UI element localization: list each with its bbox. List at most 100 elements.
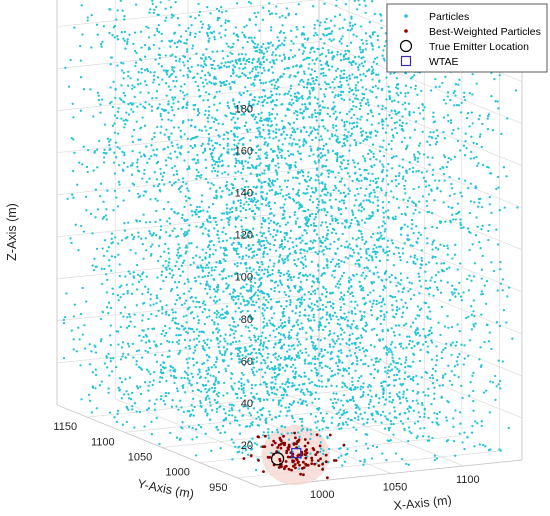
particle-point: [327, 172, 330, 175]
particle-point: [130, 173, 134, 176]
particle-point: [110, 370, 114, 373]
particle-point: [369, 179, 372, 182]
particle-point: [215, 142, 219, 145]
particle-point: [159, 287, 162, 291]
particle-point: [429, 131, 432, 134]
particle-point: [384, 194, 387, 197]
particle-point: [420, 249, 423, 252]
particle-point: [360, 232, 363, 236]
particle-point: [170, 208, 173, 211]
particle-point: [155, 154, 158, 157]
particle-point: [446, 253, 449, 256]
particle-point: [303, 138, 306, 141]
particle-point: [172, 70, 176, 73]
particle-point: [298, 182, 301, 185]
particle-point: [107, 246, 110, 249]
particle-point: [269, 90, 273, 93]
particle-point: [324, 295, 328, 298]
particle-point: [374, 250, 377, 253]
particle-point: [348, 149, 351, 152]
particle-point: [272, 150, 275, 154]
particle-point: [298, 305, 301, 308]
particle-point: [449, 98, 452, 102]
particle-point: [233, 382, 236, 385]
particle-point: [230, 352, 233, 355]
particle-point: [335, 392, 338, 395]
particle-point: [264, 156, 267, 159]
particle-point: [268, 136, 271, 139]
particle-point: [355, 449, 358, 452]
particle-point: [242, 165, 245, 168]
particle-point: [332, 101, 335, 104]
particle-point: [315, 174, 318, 177]
particle-point: [453, 365, 457, 368]
particle-point: [262, 341, 266, 344]
particle-point: [301, 351, 304, 355]
particle-point: [320, 349, 323, 353]
particle-point: [375, 158, 378, 161]
particle-point: [268, 2, 271, 5]
particle-point: [435, 345, 438, 348]
particle-point: [122, 119, 125, 122]
particle-point: [402, 175, 405, 178]
particle-point: [446, 91, 450, 94]
particle-point: [225, 305, 229, 308]
particle-point: [215, 316, 218, 319]
particle-point: [152, 43, 155, 47]
particle-point: [135, 385, 139, 388]
particle-point: [365, 42, 368, 46]
particle-point: [291, 65, 295, 68]
particle-point: [249, 247, 252, 250]
particle-point: [322, 32, 325, 36]
particle-point: [238, 67, 241, 70]
particle-point: [366, 349, 369, 353]
particle-point: [239, 292, 242, 295]
particle-point: [271, 44, 274, 47]
particle-point: [385, 417, 388, 420]
particle-point: [171, 96, 174, 99]
particle-point: [120, 31, 123, 34]
particle-point: [216, 230, 220, 233]
particle-point: [331, 217, 334, 220]
particle-point: [213, 83, 217, 86]
particle-point: [188, 242, 191, 245]
particle-point: [420, 259, 424, 262]
particle-point: [363, 303, 366, 306]
particle-point: [71, 193, 74, 196]
particle-point: [197, 423, 200, 427]
particle-point: [375, 393, 378, 396]
particle-point: [331, 302, 335, 305]
particle-point: [128, 315, 132, 318]
particle-point: [253, 293, 256, 296]
particle-point: [333, 15, 337, 18]
particle-point: [223, 64, 226, 67]
particle-point: [170, 405, 174, 408]
particle-point: [362, 155, 365, 158]
particle-point: [247, 255, 251, 258]
particle-point: [266, 268, 269, 271]
particle-point: [316, 112, 320, 115]
particle-point: [278, 246, 281, 249]
particle-point: [270, 305, 273, 309]
particle-point: [263, 137, 266, 140]
particle-point: [351, 332, 354, 336]
particle-point: [288, 337, 291, 340]
particle-point: [356, 327, 359, 330]
particle-point: [289, 196, 292, 200]
particle-point: [422, 176, 426, 179]
particle-point: [354, 343, 357, 346]
particle-point: [131, 150, 134, 153]
particle-point: [442, 262, 446, 265]
particle-point: [456, 268, 459, 271]
particle-point: [138, 219, 142, 223]
particle-point: [372, 68, 375, 71]
particle-point: [213, 163, 217, 166]
particle-point: [123, 100, 126, 104]
particle-point: [232, 325, 235, 328]
particle-point: [434, 179, 437, 182]
particle-point: [227, 173, 230, 176]
particle-point: [279, 333, 283, 336]
particle-point: [203, 113, 207, 116]
particle-point: [105, 291, 109, 294]
particle-point: [171, 319, 174, 322]
